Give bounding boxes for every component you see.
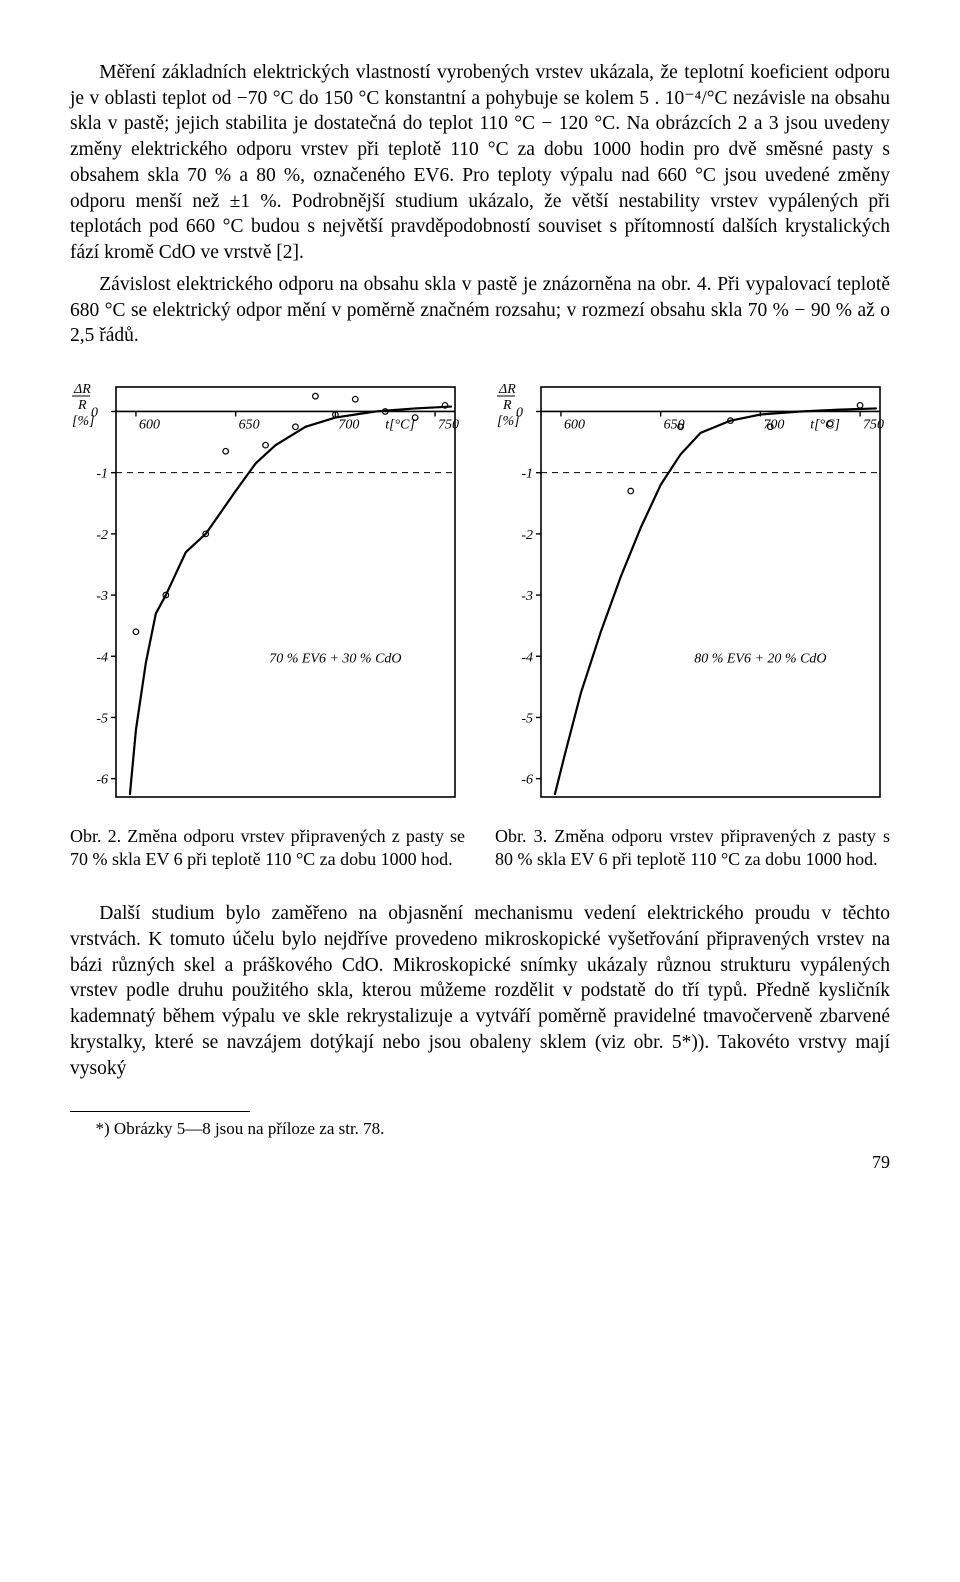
footnote: *) Obrázky 5—8 jsou na příloze za str. 7… [70, 1118, 890, 1140]
svg-text:-6: -6 [521, 773, 533, 788]
chart-3: 600650700750t[°C]0-1-2-3-4-5-6ΔRR[%]80 %… [495, 377, 890, 807]
paragraph-1: Měření základních elektrických vlastnost… [70, 60, 890, 266]
svg-text:t[°C]: t[°C] [385, 418, 415, 433]
svg-text:700: 700 [763, 418, 784, 433]
svg-text:-5: -5 [96, 712, 108, 727]
svg-text:-2: -2 [521, 528, 533, 543]
svg-text:-3: -3 [96, 589, 108, 604]
svg-text:R: R [502, 398, 512, 413]
svg-text:[%]: [%] [72, 414, 95, 429]
svg-text:-1: -1 [521, 467, 533, 482]
svg-text:ΔR: ΔR [498, 382, 516, 397]
svg-text:ΔR: ΔR [73, 382, 91, 397]
svg-text:650: 650 [664, 418, 685, 433]
page-number: 79 [70, 1151, 890, 1175]
svg-text:80 % EV6 + 20 % CdO: 80 % EV6 + 20 % CdO [694, 651, 826, 666]
svg-text:700: 700 [338, 418, 359, 433]
svg-text:-4: -4 [521, 650, 533, 665]
svg-text:600: 600 [139, 418, 160, 433]
caption-obr-2: Obr. 2. Změna odporu vrstev připravených… [70, 825, 465, 871]
svg-text:-3: -3 [521, 589, 533, 604]
captions-row: Obr. 2. Změna odporu vrstev připravených… [70, 825, 890, 871]
paragraph-2: Závislost elektrického odporu na obsahu … [70, 272, 890, 349]
svg-text:750: 750 [863, 418, 884, 433]
svg-text:R: R [77, 398, 87, 413]
charts-row: 600650700750t[°C]0-1-2-3-4-5-6ΔRR[%]70 %… [70, 377, 890, 807]
svg-text:t[°C]: t[°C] [810, 418, 840, 433]
svg-text:750: 750 [438, 418, 459, 433]
footnote-separator [70, 1111, 250, 1112]
svg-text:-5: -5 [521, 712, 533, 727]
chart-3-container: 600650700750t[°C]0-1-2-3-4-5-6ΔRR[%]80 %… [495, 377, 890, 807]
page-root: Měření základních elektrických vlastnost… [0, 0, 960, 1214]
svg-text:-4: -4 [96, 650, 108, 665]
chart-2: 600650700750t[°C]0-1-2-3-4-5-6ΔRR[%]70 %… [70, 377, 465, 807]
caption-obr-3: Obr. 3. Změna odporu vrstev připravených… [495, 825, 890, 871]
svg-text:600: 600 [564, 418, 585, 433]
chart-2-container: 600650700750t[°C]0-1-2-3-4-5-6ΔRR[%]70 %… [70, 377, 465, 807]
svg-text:-2: -2 [96, 528, 108, 543]
svg-text:-1: -1 [96, 467, 108, 482]
paragraph-3: Další studium bylo zaměřeno na objasnění… [70, 901, 890, 1081]
svg-text:[%]: [%] [497, 414, 520, 429]
svg-text:-6: -6 [96, 773, 108, 788]
svg-text:650: 650 [239, 418, 260, 433]
svg-text:70 % EV6 + 30 % CdO: 70 % EV6 + 30 % CdO [269, 651, 401, 666]
